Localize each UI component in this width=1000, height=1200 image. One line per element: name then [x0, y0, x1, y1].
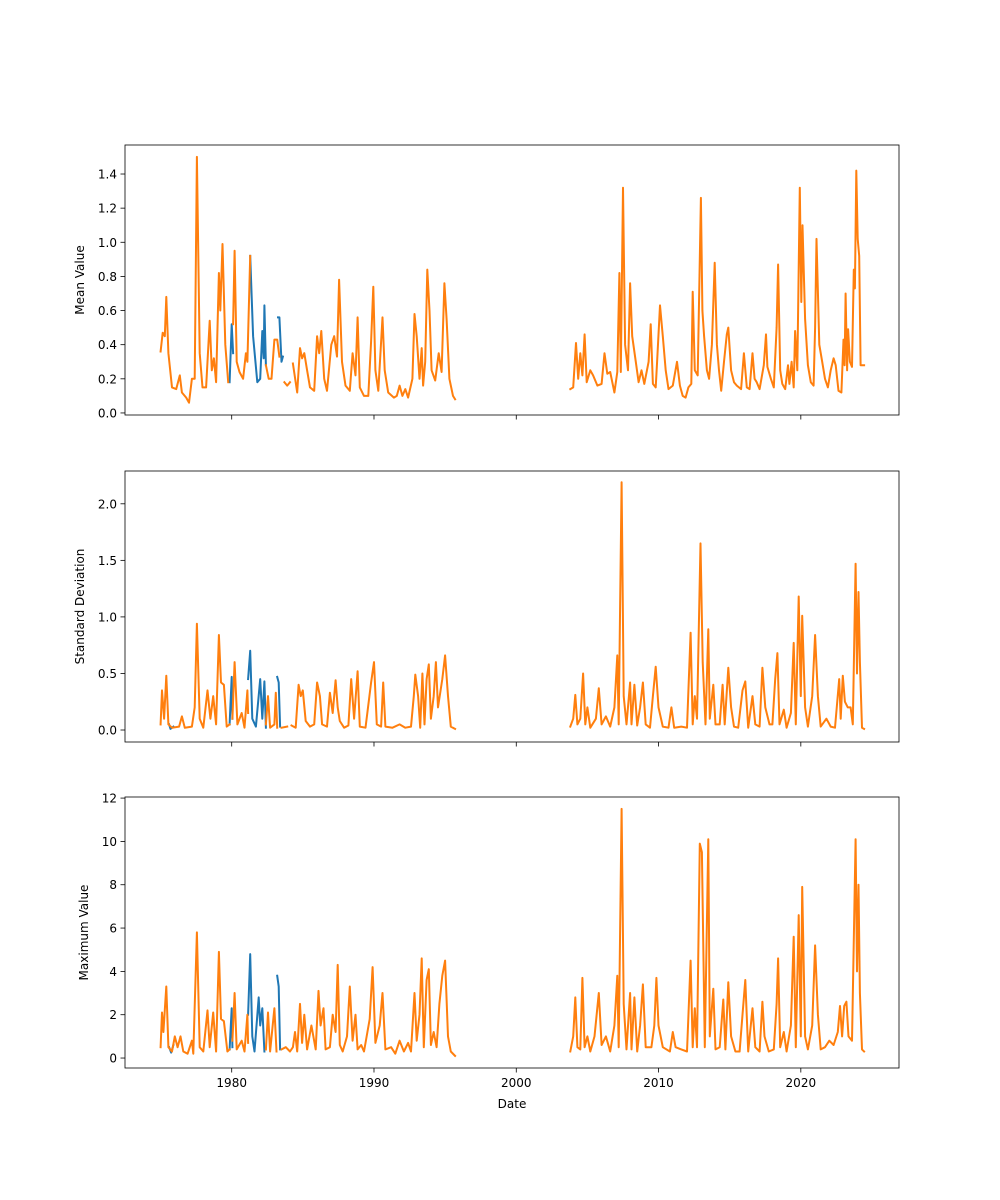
- y-tick-label: 0.0: [98, 724, 117, 738]
- series-line-blue: [277, 316, 285, 363]
- y-tick-label: 0.8: [98, 270, 117, 284]
- subplot-1: 0.0 0.2 0.4 0.6 0.8 1.0 1.2 1.4 Mean Value: [73, 144, 900, 420]
- series-line-orange: [569, 481, 866, 731]
- x-tick-label: 1990: [359, 1076, 390, 1090]
- series-line-orange: [568, 169, 866, 399]
- axes-frame: [124, 144, 900, 416]
- series-line-orange: [159, 622, 232, 729]
- y-tick-label: 0.4: [98, 338, 117, 352]
- subplot-3: 1980 1990 2000 2010 2020 0 2 4 6 8 10 12 Maximum Val…: [77, 792, 900, 1111]
- series-line-blue: [275, 675, 282, 728]
- x-tick-label: 2020: [786, 1076, 817, 1090]
- y-axis-label: Standard Deviation: [73, 549, 87, 665]
- y-tick-label: 2.0: [98, 497, 117, 511]
- subplot-2: 0.0 0.5 1.0 1.5 2.0 Standard Deviation: [73, 470, 900, 747]
- y-tick-label: 1.2: [98, 202, 117, 216]
- series-line-orange: [264, 691, 279, 729]
- series-line-orange: [280, 725, 289, 729]
- y-tick-label: 10: [102, 835, 117, 849]
- series-line-orange: [291, 268, 457, 401]
- axes-frame: [124, 470, 900, 743]
- y-tick-label: 12: [102, 792, 117, 806]
- series-line-blue: [228, 323, 235, 384]
- y-tick-label: 1.0: [98, 236, 117, 250]
- series-line-orange: [280, 957, 457, 1058]
- series-line-orange: [264, 1007, 278, 1053]
- series-orange: [159, 807, 866, 1058]
- y-tick-label: 4: [109, 965, 117, 979]
- series-blue: [228, 254, 285, 384]
- y-tick-label: 0.6: [98, 304, 117, 318]
- y-tick-label: 2: [109, 1008, 117, 1022]
- series-line-blue: [247, 649, 267, 729]
- series-line-orange: [232, 249, 252, 380]
- y-tick-label: 0.2: [98, 372, 117, 386]
- x-tick-label: 2010: [643, 1076, 674, 1090]
- series-orange: [159, 481, 866, 731]
- y-tick-label: 0.0: [98, 406, 117, 420]
- series-line-orange: [159, 931, 232, 1055]
- y-tick-label: 0: [109, 1052, 117, 1066]
- series-orange: [159, 155, 866, 404]
- y-tick-label: 6: [109, 922, 117, 936]
- x-axis-label: Date: [498, 1097, 527, 1111]
- series-line-blue: [249, 254, 267, 384]
- series-line-blue: [247, 953, 266, 1053]
- y-tick-label: 1.0: [98, 610, 117, 624]
- series-line-orange: [290, 654, 457, 731]
- y-tick-label: 0.5: [98, 667, 117, 681]
- y-tick-label: 8: [109, 878, 117, 892]
- y-axis-label: Maximum Value: [77, 885, 91, 981]
- series-line-blue: [276, 974, 282, 1051]
- y-tick-label: 1.5: [98, 554, 117, 568]
- x-tick-label: 2000: [501, 1076, 532, 1090]
- series-line-orange: [231, 992, 250, 1053]
- x-tick-label: 1980: [216, 1076, 247, 1090]
- series-line-orange: [264, 338, 281, 380]
- series-line-orange: [282, 380, 292, 387]
- y-axis-label: Mean Value: [73, 245, 87, 314]
- series-line-orange: [159, 155, 230, 404]
- axes-frame: [124, 796, 900, 1069]
- series-line-orange: [569, 807, 866, 1053]
- series-line-orange: [231, 661, 250, 729]
- y-tick-label: 1.4: [98, 168, 117, 182]
